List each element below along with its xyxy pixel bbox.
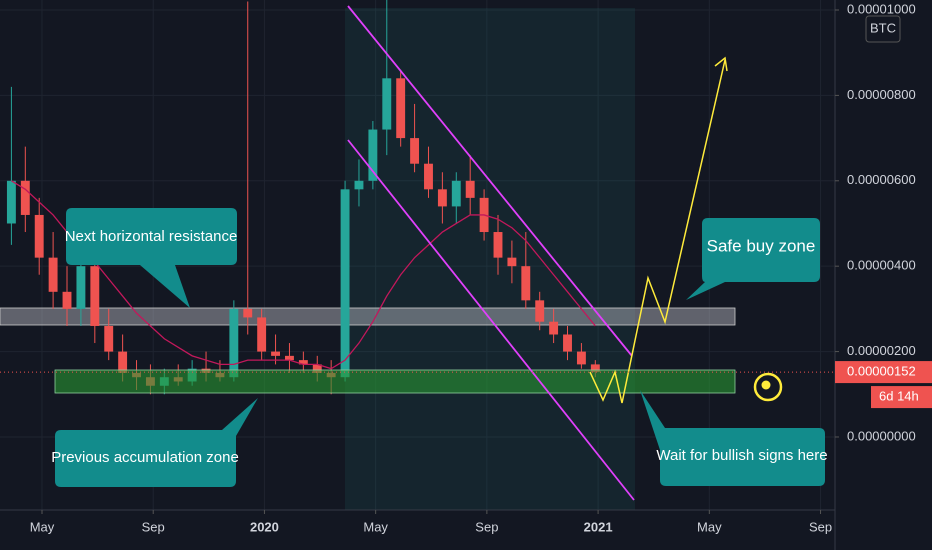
candle-body [507,257,517,267]
channel-lower [347,139,635,501]
candle-body [6,180,16,224]
candle-body [76,266,86,309]
candle-body [437,189,447,207]
y-tick-label: 0.00000000 [847,428,916,443]
candles [6,0,600,395]
axes: 0.00000000 0.00000200 0.00000400 0.00000600… [0,1,932,534]
last-price-label: 0.00000152 [847,364,916,379]
callout-text: Previous accumulation zone [51,449,239,466]
accumulation-zone [54,369,736,394]
candle-body [563,334,572,352]
resistance-zone [0,307,736,326]
x-tick-label: 2021 [584,519,613,534]
channel-upper [347,5,633,357]
callout-text: Wait for bullish signs here [656,447,827,464]
candle-body [34,214,44,258]
candle-body [48,257,58,292]
x-tick-label: May [363,519,388,534]
projection-arrow [714,56,728,72]
candle-body [410,138,420,164]
symbol-badge [865,15,901,43]
candle-body [549,321,559,335]
candle-body [521,266,531,301]
y-tick-label: 0.00000800 [847,87,916,102]
callout-text: Next horizontal resistance [65,228,238,245]
callout: Wait for bullish signs here [640,390,828,486]
candle-body [590,364,600,373]
callout-box [640,390,825,486]
y-tick-label: 0.00001000 [847,1,916,16]
callout: Previous accumulation zone [51,398,258,487]
candle-body [90,266,100,326]
candle-body [576,351,586,365]
candle-body [354,180,364,190]
candle-body [493,232,503,258]
candle-body [382,78,392,130]
candle-body [118,351,128,373]
symbol: BTC [870,20,896,35]
candle-body [424,163,433,190]
x-tick-label: Sep [142,519,165,534]
eye-icon [753,372,783,402]
y-tick-label: 0.00000600 [847,172,916,187]
candle-body [285,355,294,361]
candle-body [20,180,30,215]
callout-text: Safe buy zone [707,236,816,255]
x-tick-label: 2020 [250,519,279,534]
callout-box [55,398,258,487]
candle-body [243,308,253,318]
projection-path [589,59,726,404]
grid [0,0,835,510]
candle-body [298,360,308,365]
candle-body [271,351,281,356]
candle-body [257,317,267,352]
last-price-tag [835,361,932,384]
countdown-label: 6d 14h [879,389,919,404]
x-tick-label: Sep [475,519,498,534]
countdown-tag [871,386,932,409]
candle-body [340,189,350,378]
callout-box [66,208,237,308]
moving-average [11,180,596,370]
candle-body [451,180,461,207]
callout: Next horizontal resistance [65,208,238,308]
candle-body [396,78,406,139]
candle-body [368,129,378,181]
candle-body [104,325,114,352]
eye-outline [753,372,783,402]
candle-body [229,308,239,378]
y-tick-label: 0.00000200 [847,343,916,358]
x-tick-label: May [30,519,55,534]
callout-box [686,218,820,300]
candle-body [535,300,545,322]
x-tick-label: Sep [809,519,832,534]
x-tick-label: May [697,519,722,534]
candle-body [312,364,322,373]
eye-pupil [761,380,771,390]
candle-body [465,180,475,198]
callout: Safe buy zone [686,218,820,300]
candle-body [62,291,72,309]
y-tick-label: 0.00000400 [847,258,916,273]
